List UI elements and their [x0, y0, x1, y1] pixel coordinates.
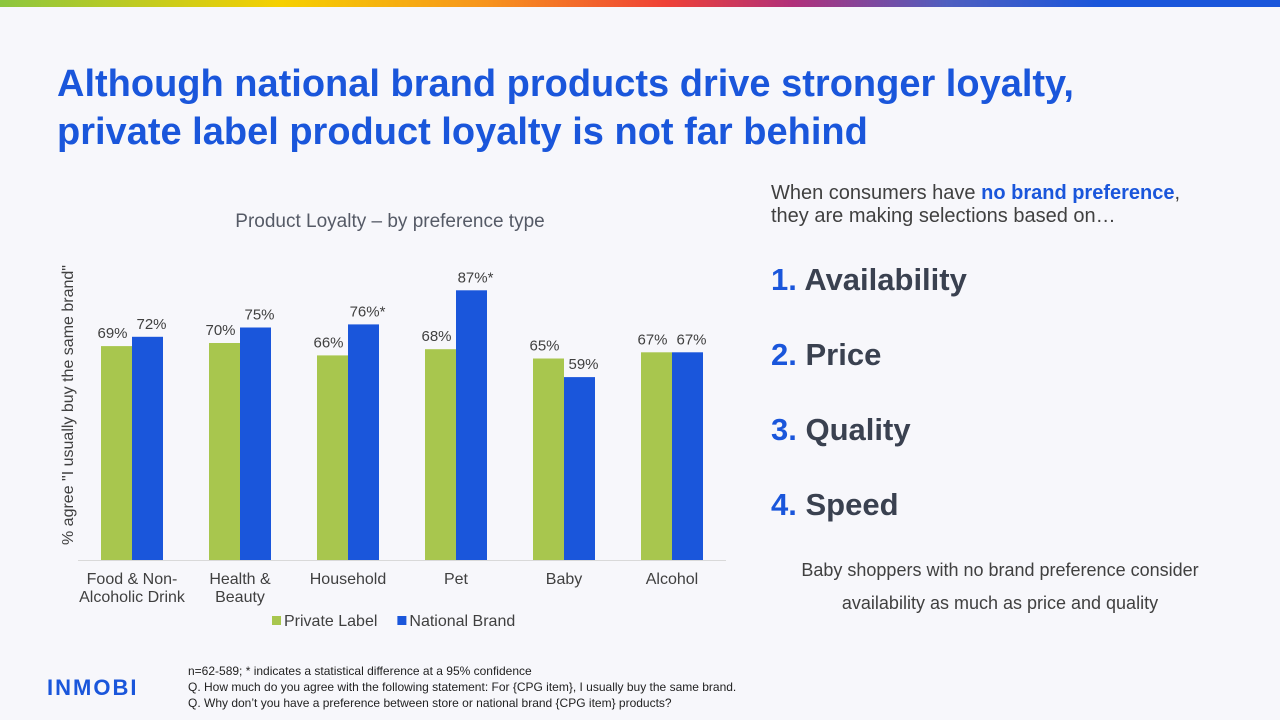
footnotes: n=62-589; * indicates a statistical diff…	[188, 663, 736, 711]
bar-national-brand-3	[456, 290, 487, 560]
rank-label: Price	[805, 337, 882, 372]
intro-text: When consumers have no brand preference,…	[771, 182, 1251, 228]
category-label-4: Baby	[546, 571, 582, 588]
data-label-national-brand-4: 59%	[568, 356, 598, 373]
rank-number: 2.	[771, 337, 797, 372]
footnote-sample: n=62-589; * indicates a statistical diff…	[188, 664, 532, 678]
bar-national-brand-0	[132, 336, 163, 560]
page-title-line1: Although national brand products drive s…	[57, 63, 1074, 105]
data-label-private-label-5: 67%	[637, 331, 667, 348]
legend-swatch-0	[272, 616, 281, 625]
y-axis-label: % agree "I usually buy the same brand"	[60, 265, 77, 545]
data-label-private-label-4: 65%	[529, 338, 559, 355]
note-line1: Baby shoppers with no brand preference c…	[801, 560, 1199, 580]
bar-private-label-0	[101, 346, 132, 560]
note-line2: availability as much as price and qualit…	[841, 593, 1159, 613]
bar-private-label-5	[641, 352, 672, 560]
data-label-private-label-2: 66%	[313, 334, 343, 351]
rank-number: 3.	[771, 412, 797, 447]
bar-private-label-2	[317, 355, 348, 560]
category-label-1: Health &	[209, 571, 271, 588]
rank-item-availability: 1. Availability	[771, 262, 967, 298]
footnote-question-2: Q. Why don’t you have a preference betwe…	[188, 696, 672, 710]
bar-private-label-4	[533, 358, 564, 560]
category-label-5: Alcohol	[646, 571, 698, 588]
bar-private-label-3	[425, 349, 456, 560]
category-label-0: Food & Non-	[87, 571, 178, 588]
data-label-national-brand-5: 67%	[676, 331, 706, 348]
legend-swatch-1	[397, 616, 407, 625]
footnote-question-1: Q. How much do you agree with the follow…	[188, 680, 737, 694]
intro-prefix: When consumers have	[771, 182, 982, 204]
product-loyalty-chart: Product Loyalty – by preference type % ag…	[60, 211, 726, 630]
top-gradient-bar	[0, 0, 1280, 7]
intro-suffix: ,	[1174, 182, 1181, 204]
bar-national-brand-5	[672, 352, 703, 560]
baby-shoppers-note: Baby shoppers with no brand preference c…	[760, 554, 1240, 620]
rank-label: Speed	[805, 487, 899, 522]
data-label-national-brand-0: 72%	[136, 316, 166, 333]
legend-label-0: Private Label	[284, 613, 377, 630]
intro-highlight: no brand preference	[981, 182, 1175, 204]
data-label-national-brand-2: 76%*	[350, 303, 386, 320]
rank-item-speed: 4. Speed	[771, 487, 899, 523]
chart-title: Product Loyalty – by preference type	[235, 211, 544, 232]
bar-national-brand-2	[348, 324, 379, 560]
category-label-0: Alcoholic Drink	[79, 589, 186, 606]
page-title-line2: private label product loyalty is not far…	[57, 111, 868, 153]
page-title: Although national brand products drive s…	[57, 60, 1257, 156]
data-label-private-label-0: 69%	[97, 325, 127, 342]
rank-label: Availability	[804, 262, 967, 297]
data-label-national-brand-3: 87%*	[458, 269, 494, 286]
rank-number: 4.	[771, 487, 797, 522]
inmobi-logo: INMOBI	[47, 675, 139, 700]
legend-label-1: National Brand	[409, 613, 515, 630]
bar-national-brand-4	[564, 377, 595, 560]
category-label-2: Household	[310, 571, 387, 588]
rank-number: 1.	[771, 262, 797, 297]
data-label-national-brand-1: 75%	[244, 307, 274, 324]
data-label-private-label-1: 70%	[205, 322, 235, 339]
category-label-3: Pet	[444, 571, 469, 588]
category-label-1: Beauty	[215, 589, 265, 606]
rank-label: Quality	[805, 412, 911, 447]
rank-item-price: 2. Price	[771, 337, 881, 373]
data-label-private-label-3: 68%	[421, 328, 451, 345]
bar-national-brand-1	[240, 327, 271, 560]
rank-item-quality: 3. Quality	[771, 412, 911, 448]
bar-private-label-1	[209, 343, 240, 560]
intro-line2: they are making selections based on…	[771, 205, 1116, 227]
